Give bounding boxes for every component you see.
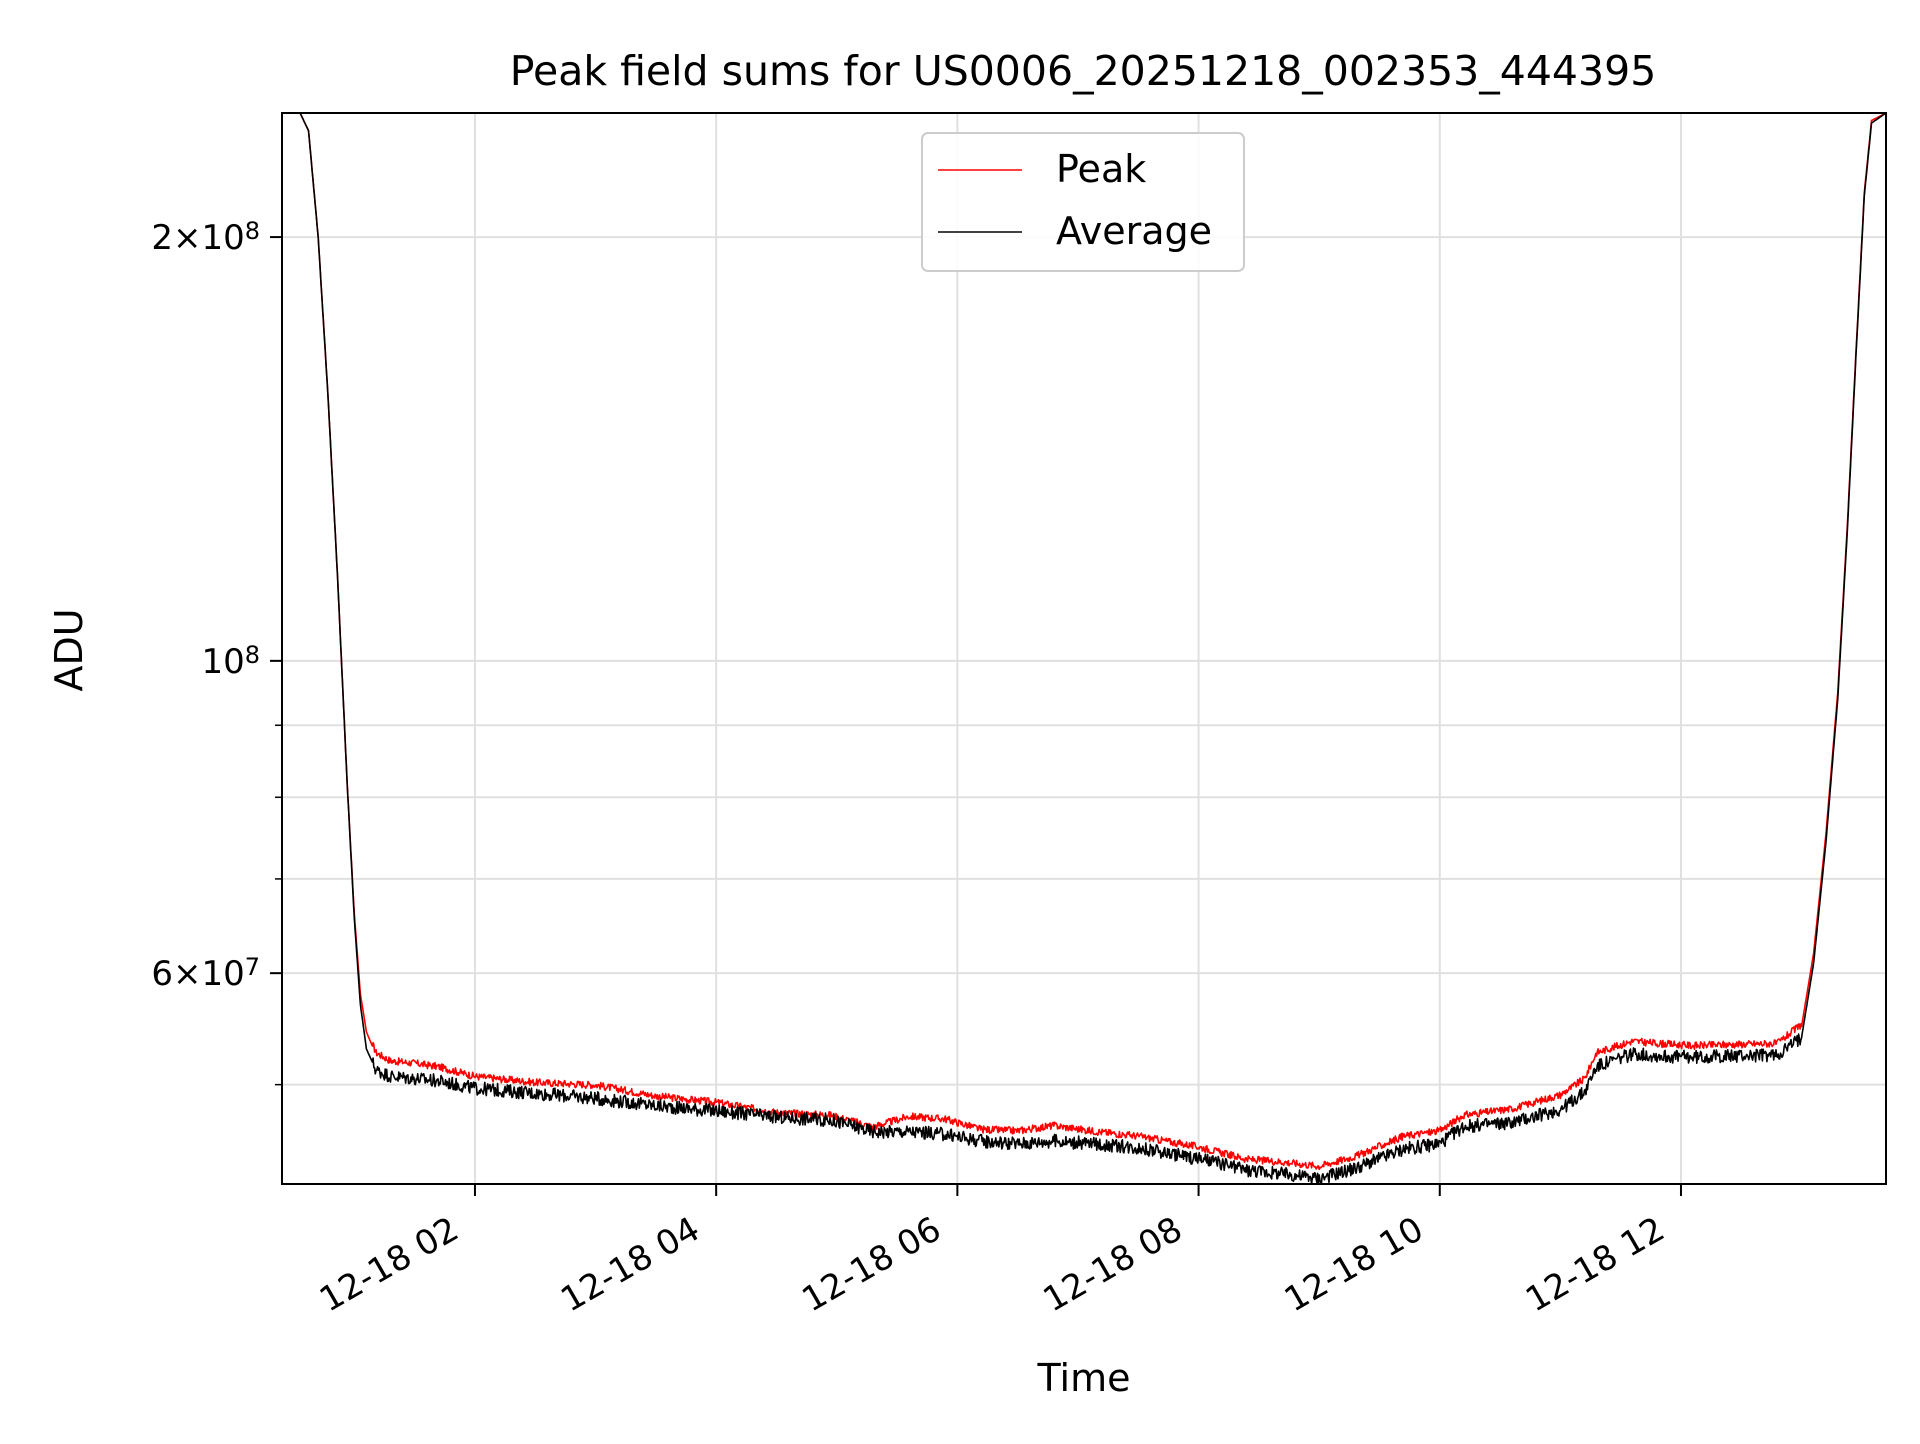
legend-label-peak: Peak	[1056, 147, 1146, 191]
y-axis-label: ADU	[47, 608, 91, 691]
y-tick-label: 108	[201, 641, 260, 682]
y-tick-label: 6×107	[151, 953, 260, 994]
series-layer	[282, 113, 1886, 1184]
x-axis-label: Time	[1037, 1356, 1131, 1400]
legend-box	[921, 132, 1245, 272]
y-axis: 2×108 108 6×107	[151, 217, 282, 1086]
legend-label-average: Average	[1056, 209, 1212, 253]
legend: Peak Average	[921, 132, 1245, 272]
chart-title: Peak field sums for US0006_20251218_0023…	[510, 47, 1657, 95]
series-line-peak	[282, 113, 1886, 1171]
y-tick-label: 2×108	[151, 217, 260, 258]
grid	[282, 113, 1886, 1184]
series-line-average	[282, 113, 1886, 1184]
plot-frame	[281, 112, 1887, 1185]
